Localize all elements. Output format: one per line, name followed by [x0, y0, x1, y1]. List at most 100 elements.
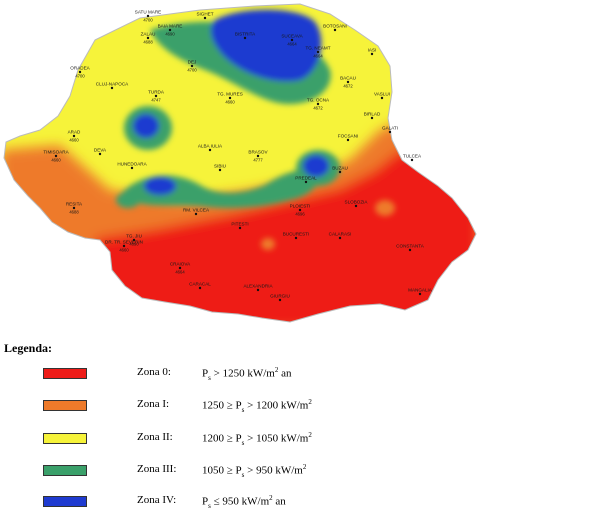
city-dot — [146, 36, 150, 40]
city-name-label: DEJ — [188, 60, 197, 65]
legend-condition-text: P — [202, 367, 209, 380]
city-marker: SIGHET — [196, 12, 214, 20]
city-value-label: 4660 — [119, 248, 129, 253]
city-dot — [256, 288, 260, 292]
city-name-label: TURDA — [148, 90, 165, 95]
city-marker: BISTRITA — [235, 32, 256, 40]
city-name-label: ORADEA — [70, 66, 90, 71]
city-name-label: BUZAU — [332, 166, 348, 171]
city-name-label: ALEXANDRIA — [243, 284, 273, 289]
city-name-label: GALATI — [382, 126, 398, 131]
legend-subscript: s — [241, 405, 245, 414]
city-value-label: 4660 — [225, 100, 235, 105]
city-name-label: TULCEA — [403, 154, 422, 159]
legend-unit-suffix: an — [278, 367, 292, 380]
legend-superscript: 2 — [269, 494, 273, 502]
city-marker: SUCEAVA 4664 — [281, 34, 303, 47]
legend-condition-text: > 1050 kW/m — [244, 432, 309, 445]
city-name-label: CLUJ-NAPOCA — [96, 82, 129, 87]
city-marker: TULCEA — [403, 154, 422, 162]
legend-superscript: 2 — [302, 463, 307, 471]
legend-condition: Ps ≤ 950 kW/m2 an — [202, 494, 286, 510]
legend-zone-label: Zona 0: — [137, 366, 171, 378]
city-value-label: 4700 — [75, 74, 85, 79]
romania-solar-zone-map: SATU MARE 4700 SIGHET ZALAU 4688 BAIA MARE 469… — [3, 3, 477, 323]
legend-item: Zona III: 1050 ≥ Ps > 950 kW/m2 — [0, 463, 611, 483]
city-marker: RESITA 4688 — [66, 202, 83, 215]
city-dot — [346, 138, 350, 142]
city-name-label: BAIA MARE — [158, 24, 183, 29]
city-dot — [316, 50, 320, 54]
city-marker: CONSTANTA — [396, 244, 425, 252]
city-marker: DEVA — [94, 148, 107, 156]
city-marker: VASLUI — [374, 92, 390, 100]
legend-color-swatch — [43, 368, 87, 379]
city-marker: CRAIOVA 4664 — [170, 262, 191, 275]
city-value-label: 4660 — [69, 138, 79, 143]
city-dot — [198, 286, 202, 290]
city-dot — [54, 154, 58, 158]
city-name-label: PREDEAL — [295, 176, 317, 181]
city-dot — [294, 236, 298, 240]
city-marker: TG. NEAMT 4664 — [305, 46, 330, 59]
solar-map: SATU MARE 4700 SIGHET ZALAU 4688 BAIA MARE 469… — [3, 3, 477, 323]
city-marker: BUCURESTI — [283, 232, 309, 240]
city-name-label: BRASOV — [248, 150, 268, 155]
city-name-label: TG. JIU — [126, 234, 142, 239]
city-name-label: DR. TR. SEVERIN — [105, 240, 143, 245]
city-marker: BACAU 4672 — [340, 76, 356, 89]
city-marker: SIBIU — [214, 164, 226, 172]
legend-color-swatch — [43, 400, 87, 411]
city-dot — [146, 14, 150, 18]
legend-item: Zona II: 1200 ≥ Ps > 1050 kW/m2 — [0, 431, 611, 451]
legend-item: Zona I: 1250 ≥ Ps > 1200 kW/m2 — [0, 398, 611, 418]
legend-condition: 1200 ≥ Ps > 1050 kW/m2 — [202, 431, 312, 447]
city-name-label: CONSTANTA — [396, 244, 425, 249]
city-marker: PLOIESTI 4696 — [290, 204, 311, 217]
city-dot — [130, 166, 134, 170]
legend-condition-text: 1050 ≥ P — [202, 464, 242, 477]
city-value-label: 4696 — [295, 212, 305, 217]
legend-condition: Ps > 1250 kW/m2 an — [202, 366, 291, 382]
city-dot — [218, 168, 222, 172]
city-name-label: CALARASI — [329, 232, 352, 237]
city-marker: ZALAU 4688 — [141, 32, 156, 45]
city-marker: BRASOV 4777 — [248, 150, 268, 163]
city-dot — [194, 212, 198, 216]
city-name-label: VASLUI — [374, 92, 390, 97]
zone-0-fill — [95, 150, 476, 322]
legend-zone-label: Zona I: — [137, 398, 170, 410]
city-name-label: SATU MARE — [135, 10, 161, 15]
city-name-label: SIGHET — [196, 12, 213, 17]
zone-4-cluj-fill — [133, 114, 159, 138]
legend-zone-label: Zona III: — [137, 463, 177, 475]
zone-4-hunedoara-fill — [144, 177, 176, 195]
legend-superscript: 2 — [274, 366, 279, 374]
city-dot — [370, 52, 374, 56]
legend-color-swatch — [43, 496, 87, 507]
legend-superscript: 2 — [308, 431, 312, 439]
zone-4-north-fill — [210, 9, 322, 82]
city-name-label: ALBA IULIA — [198, 144, 223, 149]
city-name-label: BOTOSANI — [323, 24, 347, 29]
city-marker: RM. VILCEA — [183, 208, 210, 216]
city-name-label: SLOBOZIA — [345, 200, 369, 205]
city-marker: DR. TR. SEVERIN 4660 — [105, 240, 143, 253]
city-marker: SLOBOZIA — [345, 200, 369, 208]
city-name-label: CRAIOVA — [170, 262, 191, 267]
city-name-label: TG. NEAMT — [305, 46, 330, 51]
city-name-label: PITESTI — [231, 222, 248, 227]
city-dot — [338, 236, 342, 240]
city-dot — [168, 28, 172, 32]
city-marker: PREDEAL — [295, 176, 317, 184]
city-marker: ALBA IULIA — [198, 144, 223, 152]
city-name-label: TG. MURES — [217, 92, 243, 97]
city-marker: GALATI — [382, 126, 398, 134]
legend-condition-text: 1250 ≥ P — [202, 399, 242, 412]
city-name-label: IASI — [368, 48, 377, 53]
city-dot — [370, 116, 374, 120]
city-dot — [190, 64, 194, 68]
city-dot — [243, 36, 247, 40]
legend-condition-text: ≤ 950 kW/m — [210, 495, 270, 508]
city-marker: CALARASI — [329, 232, 352, 240]
